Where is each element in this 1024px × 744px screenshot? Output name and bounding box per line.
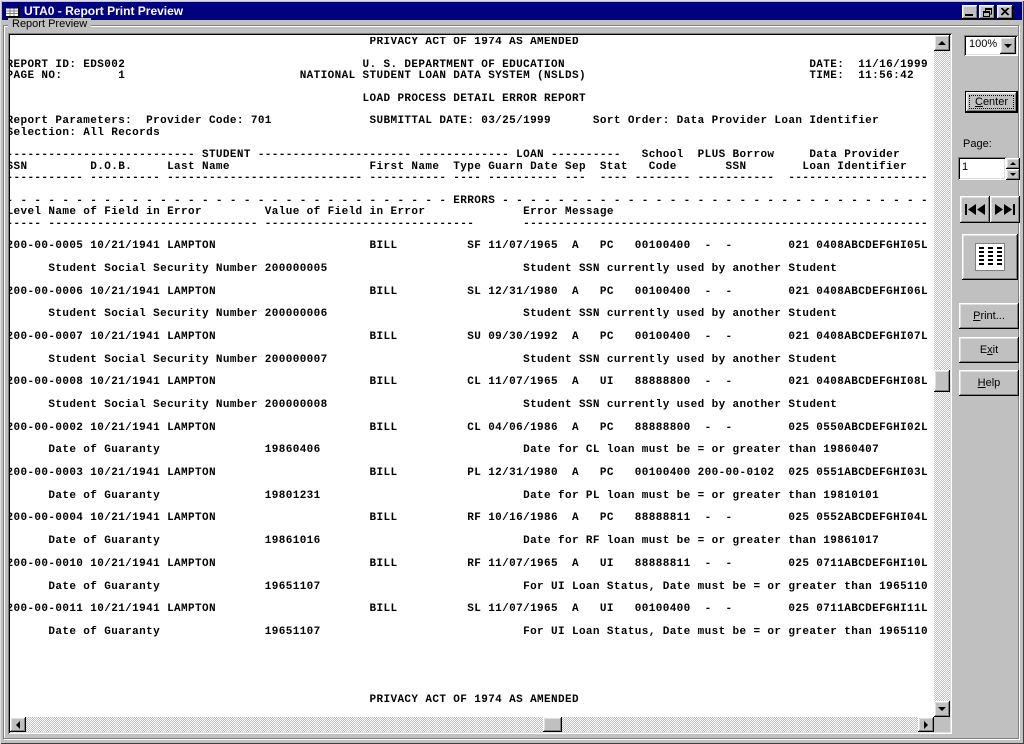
zoom-combobox[interactable]: 100% [964, 35, 1018, 56]
horizontal-scroll-thumb[interactable] [543, 717, 562, 732]
window-title: UTA0 - Report Print Preview [24, 4, 184, 18]
exit-button-label: Exit [979, 344, 999, 356]
page-input[interactable]: 1 [958, 157, 1006, 180]
exit-button[interactable]: Exit [959, 337, 1019, 363]
page-spin-down-button[interactable] [1006, 169, 1020, 180]
first-page-icon [965, 204, 985, 215]
scroll-up-button[interactable] [934, 35, 950, 51]
last-page-icon [995, 204, 1015, 215]
horizontal-scrollbar[interactable] [10, 717, 934, 732]
arrow-left-icon [16, 720, 20, 729]
scroll-left-button[interactable] [10, 717, 26, 732]
center-button[interactable]: Center [965, 91, 1018, 113]
page-spin-up-button[interactable] [1006, 158, 1020, 169]
close-button[interactable] [997, 5, 1013, 19]
report-page: PRIVACY ACT OF 1974 AS AMENDED REPORT ID… [10, 37, 934, 716]
vertical-scrollbar[interactable] [934, 35, 950, 717]
page-layout-button[interactable] [962, 234, 1018, 280]
minimize-icon [965, 14, 973, 16]
help-button-label: Help [977, 377, 1001, 389]
center-button-label: Center [974, 96, 1009, 108]
app-icon [5, 4, 19, 18]
first-page-button[interactable] [960, 196, 990, 223]
last-page-button[interactable] [990, 196, 1020, 223]
scroll-right-button[interactable] [918, 717, 934, 732]
report-text: PRIVACY ACT OF 1974 AS AMENDED REPORT ID… [10, 37, 929, 706]
data-grid-icon [975, 243, 1005, 271]
report-preview-area[interactable] [8, 33, 952, 734]
arrow-up-icon [938, 41, 946, 45]
arrow-down-icon [938, 707, 946, 711]
restore-button[interactable] [979, 5, 995, 19]
arrow-right-icon [924, 720, 928, 729]
vertical-scroll-thumb[interactable] [934, 370, 950, 392]
page-label: Page: [963, 138, 992, 150]
restore-icon [982, 7, 992, 17]
print-button[interactable]: Print... [959, 303, 1019, 329]
spin-up-icon [1010, 162, 1016, 165]
minimize-button[interactable] [962, 5, 978, 19]
zoom-value: 100% [969, 38, 998, 50]
page-spinner [1006, 158, 1020, 180]
groupbox-label: Report Preview [8, 18, 92, 31]
print-button-label: Print... [973, 310, 1005, 322]
page-value: 1 [962, 161, 969, 173]
zoom-dropdown-button[interactable] [1000, 37, 1016, 54]
scrollbar-corner [934, 717, 950, 732]
help-button[interactable]: Help [959, 370, 1019, 396]
spin-down-icon [1010, 173, 1016, 176]
chevron-down-icon [1004, 43, 1012, 48]
scroll-down-button[interactable] [934, 701, 950, 717]
close-icon [1000, 8, 1009, 16]
title-bar[interactable]: UTA0 - Report Print Preview [2, 2, 1022, 20]
